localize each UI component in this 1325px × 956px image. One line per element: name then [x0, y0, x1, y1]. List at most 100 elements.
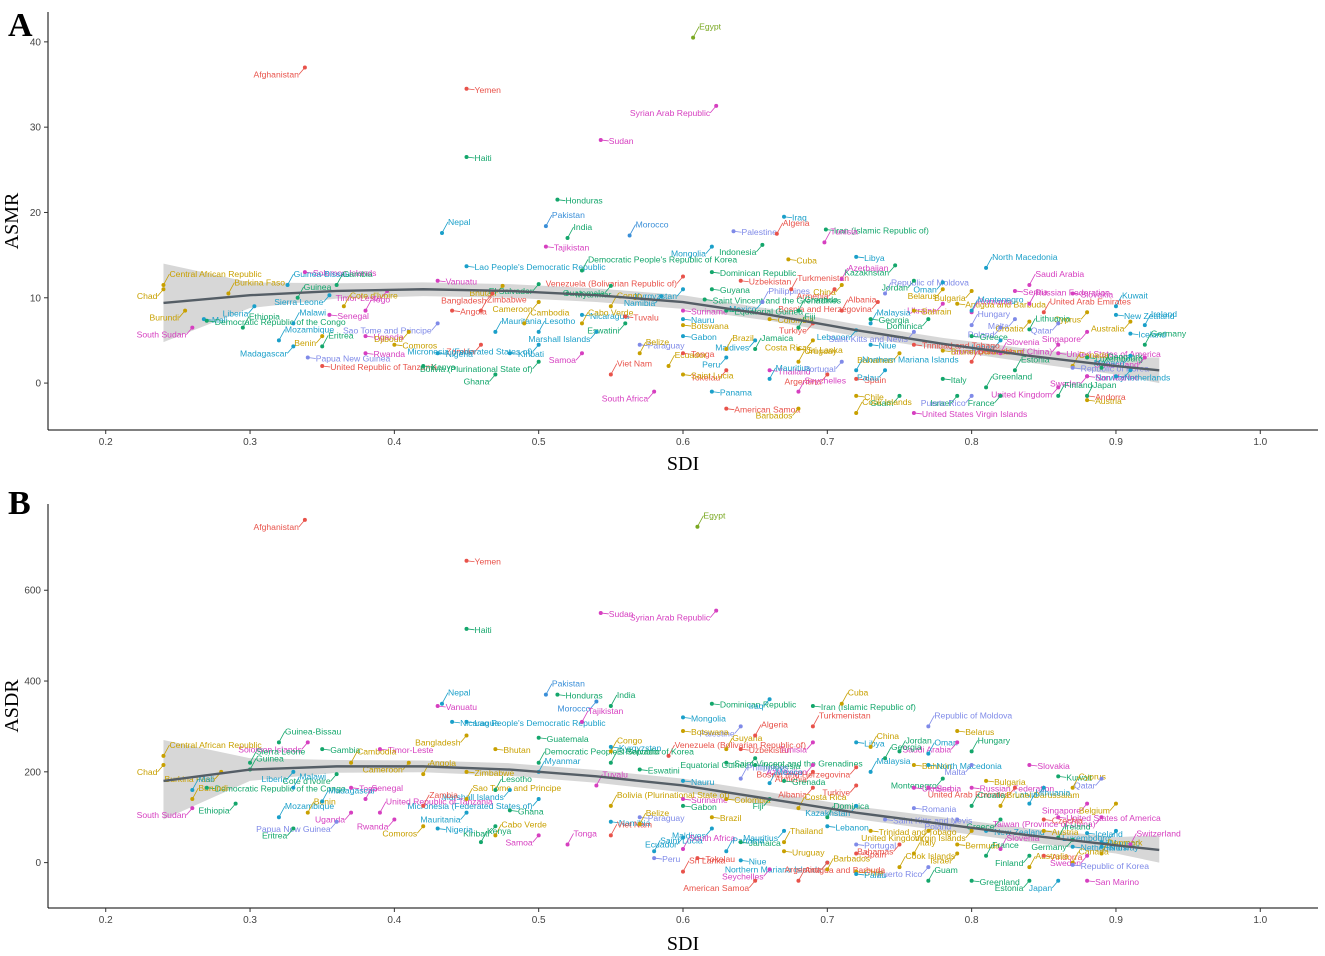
point-label: Cuba [848, 688, 869, 698]
point-label: Eswatini [587, 325, 619, 335]
point-label: Bhutan [503, 745, 530, 755]
data-point [659, 294, 664, 299]
point-label: Suriname [691, 307, 728, 317]
point-label: Micronesia (Federated States of) [408, 347, 533, 357]
point-label: Algeria [761, 720, 788, 730]
data-point [782, 214, 787, 219]
point-label: Cyprus [1079, 772, 1106, 782]
point-label: Mauritania [420, 815, 460, 825]
data-point [493, 787, 498, 792]
point-label: Gabon [691, 802, 717, 812]
data-point [507, 808, 512, 813]
data-point [608, 372, 613, 377]
point-label: Italy [920, 838, 936, 848]
data-point [868, 744, 873, 749]
data-point [320, 799, 325, 804]
data-point [1142, 323, 1147, 328]
data-point [1027, 865, 1032, 870]
point-label: North Macedonia [992, 252, 1058, 262]
point-label: Palestine [742, 227, 778, 237]
data-point [767, 697, 772, 702]
data-point [1099, 851, 1104, 856]
data-point [825, 824, 830, 829]
leader-line [480, 299, 488, 311]
data-point [305, 740, 310, 745]
point-label: Belgium [1079, 806, 1110, 816]
point-label: Russian Federation [980, 784, 1055, 794]
point-label: South Sudan [137, 330, 187, 340]
data-point [1027, 282, 1032, 287]
leader-line [278, 806, 286, 818]
point-label: Democratic Republic of the Congo [215, 784, 346, 794]
data-point [940, 301, 945, 306]
data-point [1027, 301, 1032, 306]
leader-line [639, 812, 647, 825]
point-label: Cyprus [1054, 314, 1081, 324]
point-label: Estonia [995, 883, 1024, 893]
point-label: Japan [1093, 380, 1117, 390]
data-point [883, 368, 888, 373]
point-label: Costa Rica [765, 342, 807, 352]
y-tick-label: 20 [30, 208, 42, 219]
leader-line [1072, 851, 1080, 863]
leader-line [985, 376, 993, 388]
point-label: Samoa [549, 355, 576, 365]
point-label: Palau [864, 870, 886, 880]
point-label: Israel [930, 856, 951, 866]
point-label: China [877, 731, 900, 741]
point-label: Iran (Islamic Republic of) [834, 226, 929, 236]
data-point [500, 283, 505, 288]
point-label: Georgia [891, 742, 922, 752]
point-label: San Marino [1095, 877, 1139, 887]
data-point [774, 231, 779, 236]
leader-line [545, 683, 553, 695]
data-point [334, 772, 339, 777]
y-axis-title: ASMR [1, 192, 23, 249]
point-label: Serbia [936, 784, 961, 794]
data-point [536, 300, 541, 305]
data-point [1056, 815, 1061, 820]
data-point [681, 274, 685, 279]
data-point [695, 524, 700, 529]
leader-line [228, 282, 235, 294]
point-label: India [574, 222, 593, 232]
data-point [598, 137, 603, 142]
data-point [1056, 878, 1061, 883]
point-label: Ireland [1064, 822, 1090, 832]
leader-line [249, 758, 257, 770]
data-point [767, 867, 772, 872]
data-point [493, 833, 498, 838]
data-point [652, 856, 657, 861]
chart-panel-b: B 0.2 0.3 0.4 0.5 0.6 0.7 0.8 0.9 1.0 0 200 400 600 SD… [1, 485, 1318, 955]
data-point [464, 733, 469, 738]
point-label: Belarus [908, 291, 937, 301]
data-point [1070, 291, 1075, 296]
point-label: Bangladesh [415, 738, 461, 748]
data-point [681, 308, 685, 313]
data-point [1070, 785, 1075, 790]
data-point [406, 760, 411, 765]
point-label: Andorra [1052, 852, 1083, 862]
data-point [240, 325, 245, 330]
data-point [608, 833, 613, 838]
data-point [536, 833, 541, 838]
data-point [1085, 831, 1090, 836]
data-point [522, 321, 527, 326]
data-point [926, 317, 931, 322]
leader-line [798, 299, 805, 311]
point-label: Finland [995, 858, 1023, 868]
leader-line [899, 855, 906, 868]
data-point [839, 701, 844, 706]
point-label: Jordan [905, 735, 931, 745]
leader-line [812, 715, 820, 727]
data-point [302, 517, 307, 522]
point-label: Portugal [864, 840, 896, 850]
data-point [695, 856, 700, 861]
leader-line [1029, 292, 1036, 304]
data-point [681, 728, 685, 733]
leader-line [927, 742, 935, 754]
point-label: Samoa [505, 837, 532, 847]
leader-line [790, 278, 798, 290]
data-point [984, 853, 989, 858]
point-label: Singapore [1042, 806, 1081, 816]
